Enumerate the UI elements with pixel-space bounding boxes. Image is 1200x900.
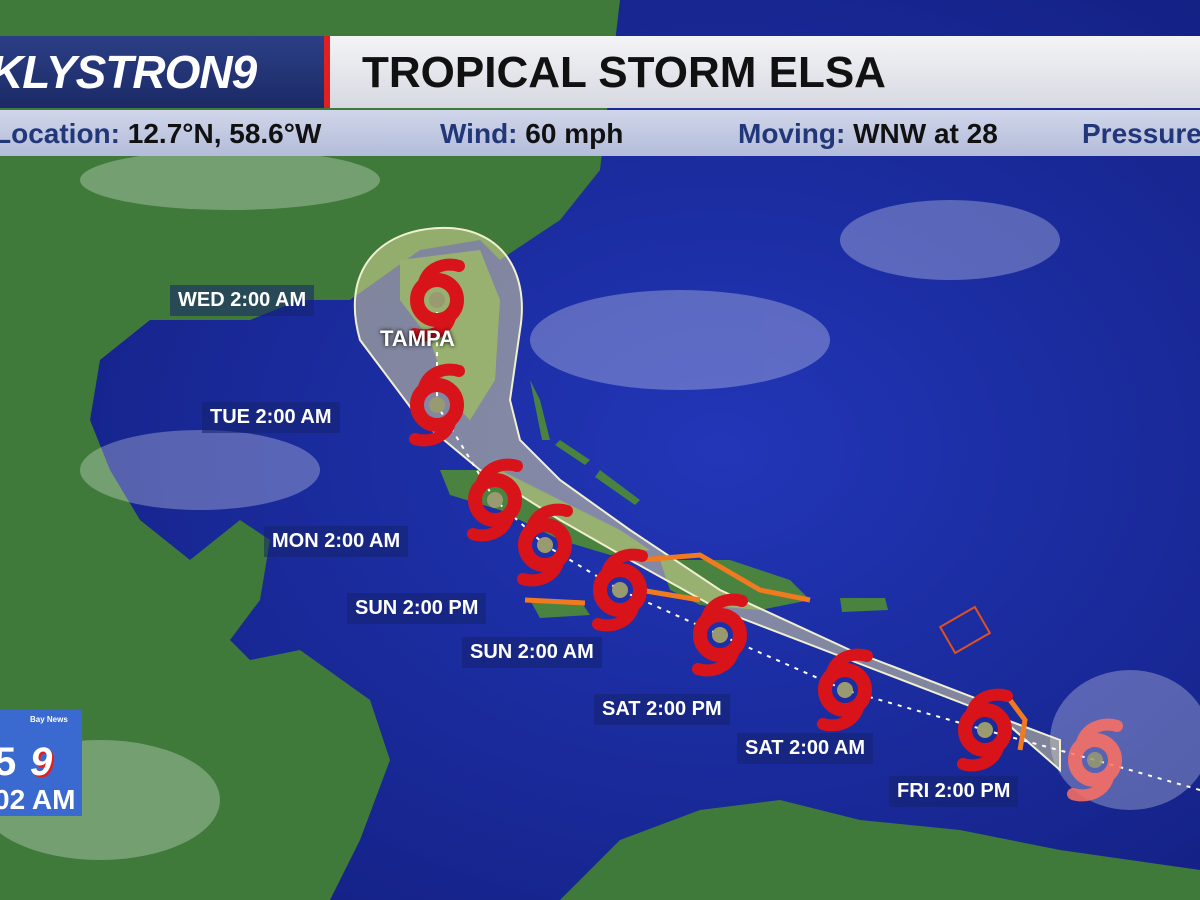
- watch-box: [938, 605, 992, 655]
- tropical-storm-icon: [1067, 718, 1123, 802]
- bug-time: 02 AM: [0, 784, 76, 815]
- header-banner: KLYSTRON9 TROPICAL STORM ELSA: [0, 36, 1200, 108]
- bahamas-land: [530, 380, 640, 505]
- storm-info-bar: Location: 12.7°N, 58.6°W Wind: 60 mph Mo…: [0, 110, 1200, 156]
- tropical-storm-icon: [517, 503, 573, 587]
- moving-label: Moving:: [738, 118, 846, 149]
- forecast-label-sat-2pm: SAT 2:00 PM: [594, 694, 730, 725]
- puerto-rico-land: [840, 598, 888, 612]
- wind-label: Wind:: [440, 118, 518, 149]
- tropical-storm-icon: [592, 548, 648, 632]
- location-field: Location: 12.7°N, 58.6°W: [0, 110, 321, 158]
- storm-title: TROPICAL STORM ELSA: [330, 36, 1200, 108]
- forecast-label-sun-2pm: SUN 2:00 PM: [347, 593, 487, 624]
- tropical-storm-icon: [817, 648, 873, 732]
- tropical-storm-icon: [409, 363, 465, 447]
- forecast-label-sun-2am: SUN 2:00 AM: [462, 637, 602, 668]
- pressure-label: Pressure: [1082, 118, 1200, 149]
- forecast-label-fri-2pm: FRI 2:00 PM: [889, 776, 1019, 807]
- city-label-tampa: TAMPA: [380, 326, 455, 351]
- forecast-label-sat-2am: SAT 2:00 AM: [737, 733, 874, 764]
- tropical-storm-icon: [692, 593, 748, 677]
- pressure-field: Pressure: [1082, 110, 1200, 158]
- tropical-storm-icon: [467, 458, 523, 542]
- klystron9-logo: KLYSTRON9: [0, 36, 330, 108]
- forecast-label-mon-2am: MON 2:00 AM: [264, 526, 409, 557]
- channel-logo: 9: [30, 740, 53, 784]
- wind-field: Wind: 60 mph: [440, 110, 623, 158]
- tropical-storm-icon: [957, 688, 1013, 772]
- warning-outline: [524, 552, 1028, 751]
- north-america-land: [0, 0, 620, 900]
- network-name: Bay News: [30, 715, 68, 724]
- forecast-label-tue-2am: TUE 2:00 AM: [202, 402, 340, 433]
- forecast-track: [436, 300, 1200, 791]
- moving-value: WNW at 28: [853, 118, 998, 149]
- location-label: Location:: [0, 118, 120, 149]
- tropical-storm-icon: [409, 258, 465, 342]
- channel-partial: 5: [0, 740, 17, 784]
- forecast-label-wed-2am: WED 2:00 AM: [170, 285, 315, 316]
- bay-news-9-bug: Bay News 5 9 02 AM: [0, 710, 82, 816]
- location-value: 12.7°N, 58.6°W: [127, 118, 322, 149]
- moving-field: Moving: WNW at 28: [738, 110, 998, 158]
- wind-value: 60 mph: [525, 118, 624, 149]
- south-america-land: [560, 800, 1200, 900]
